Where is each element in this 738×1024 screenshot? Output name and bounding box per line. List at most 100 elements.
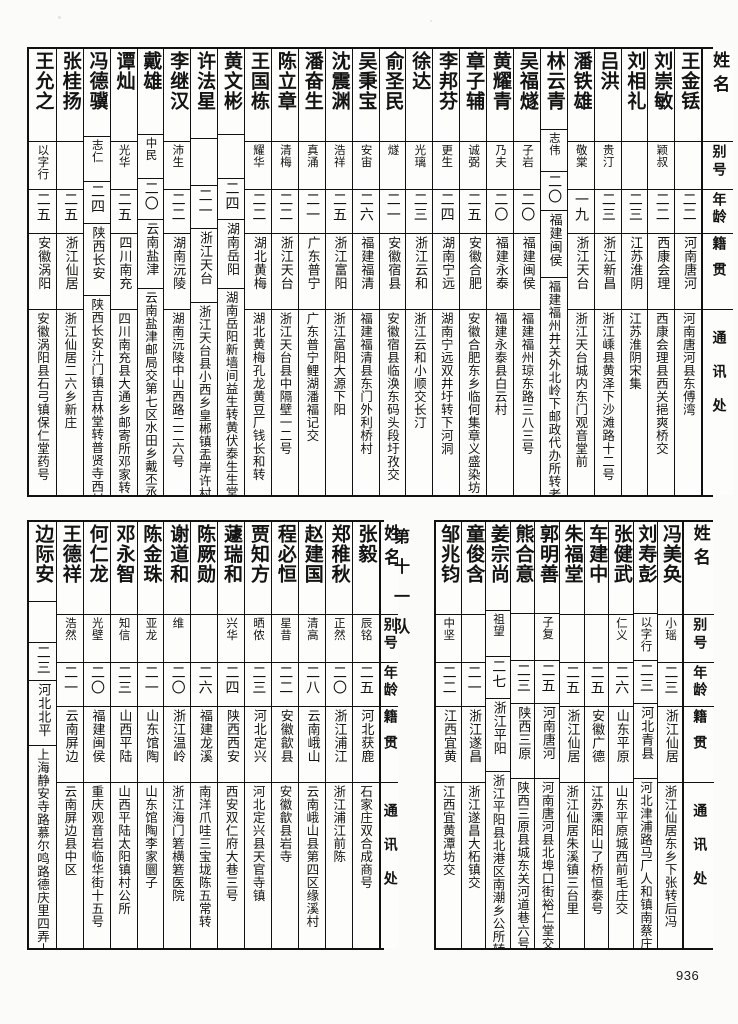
cell-address: 云南盐津邮局交第七区水田乡戴丕丞收 <box>137 288 164 495</box>
cell-age: 二五 <box>110 189 137 233</box>
roster-table-upper: 王允之 以字行 二五 安徽涡阳 安徽涡阳县石弓镇保仁堂药号 张桂扬 二五 浙江仙居 浙江仙居二六… <box>27 47 734 497</box>
cell-native-place: 山东平原 <box>609 706 633 782</box>
roster-column-25: 王允之 以字行 二五 安徽涡阳 安徽涡阳县石弓镇保仁堂药号 <box>29 49 56 495</box>
cell-name: 王允之 <box>29 49 56 141</box>
cell-text: 安徽广德 <box>589 709 605 763</box>
cell-native-place: 陕西长安 <box>83 223 110 295</box>
cell-alias <box>461 614 486 662</box>
cell-alias: 光璃 <box>406 141 433 189</box>
cell-address: 南洋爪哇三宝垅陈五常转 <box>191 782 218 948</box>
cell-address: 西康会理县西关挹爽桥交 <box>648 309 675 495</box>
cell-address: 安徽合肥东乡临何集章义盛染坊 <box>460 309 487 495</box>
cell-text: 边际安 <box>32 524 55 584</box>
cell-age: 二〇 <box>514 189 540 233</box>
cell-name: 蘧瑞和 <box>218 522 244 614</box>
cell-native-place: 安徽涡阳 <box>29 233 56 309</box>
cell-age: 二一 <box>461 662 486 706</box>
cell-text: 辰铭 <box>359 617 374 641</box>
cell-age: 二五 <box>29 189 56 233</box>
cell-text: 陕西三原 <box>515 706 531 761</box>
roster-column-12: 王德祥 浩然 二一 云南屏边 云南屏边县中区 <box>55 522 83 948</box>
cell-alias: 仁义 <box>609 614 633 662</box>
cell-text: 浙江天台城内东门观音堂前 <box>573 312 589 468</box>
cell-text: 广东普宁鲤湖潘福记交 <box>304 312 320 442</box>
cell-text: 浙江仙居 <box>662 709 678 763</box>
cell-address: 江苏淮阴宋集 <box>621 309 648 495</box>
cell-age: 二七 <box>486 655 510 698</box>
cell-age: 二四 <box>433 189 460 233</box>
roster-column-2: 刘崇敏 颖叔 二二 西康会理 西康会理县西关挹爽桥交 <box>647 49 675 495</box>
cell-alias: 祖望 <box>486 609 510 656</box>
cell-text: 浙江海门箬横箬医院 <box>169 785 185 902</box>
cell-name: 俞圣民 <box>380 49 406 141</box>
cell-text: 福建龙溪 <box>197 709 213 763</box>
cell-text: 二二 <box>250 192 267 222</box>
cell-text: 刘寿彭 <box>635 524 658 584</box>
cell-address: 江西宜黄潭坊交 <box>436 782 461 948</box>
cell-text: 湖北黄梅 <box>250 236 266 290</box>
cell-native-place: 浙江浦江 <box>325 706 352 782</box>
cell-age: 二〇 <box>137 177 164 219</box>
row-label-column: 姓名 别号 年龄 籍贯 通讯处 <box>701 49 734 495</box>
cell-native-place: 福建闽侯 <box>540 210 567 276</box>
roster-column-3: 刘相礼 二三 江苏淮阴 江苏淮阴宋集 <box>620 49 648 495</box>
cell-native-place: 安徽歙县 <box>272 706 298 782</box>
cell-text: 安徽涡阳 <box>35 236 51 290</box>
cell-native-place: 浙江温岭 <box>164 706 191 782</box>
cell-text: 李邦芬 <box>436 51 459 111</box>
cell-text: 福建永泰 <box>492 236 508 290</box>
cell-text: 山东平原城西前毛庄交 <box>613 785 629 915</box>
cell-text: 星昔 <box>278 617 293 641</box>
cell-address: 湖北黄梅孔龙黄豆厂钱长和转 <box>245 309 272 495</box>
cell-age: 二一 <box>379 189 406 233</box>
cell-text: 浙江遂昌大柘镇交 <box>465 785 481 889</box>
cell-age: 年龄 <box>683 662 714 706</box>
cell-text: 蘧瑞和 <box>221 524 244 584</box>
cell-text: 南洋爪哇三宝垅陈五常转 <box>196 785 212 928</box>
cell-text: 子岩 <box>520 144 535 168</box>
cell-address: 福建福州井关外北岭下邮政代办所转老坑乡 <box>540 276 567 495</box>
cell-name: 边际安 <box>29 522 56 601</box>
cell-name: 谢道和 <box>164 522 190 614</box>
cell-native-place: 籍贯 <box>703 233 734 309</box>
cell-alias: 以字行 <box>633 612 658 660</box>
roster-column-4: 车建中 二五 安徽广德 江苏溧阳山了桥恒泰号 <box>583 522 609 948</box>
cell-text: 广东普宁 <box>304 236 320 290</box>
cell-text: 二四 <box>223 665 240 695</box>
cell-name: 张桂扬 <box>57 49 83 141</box>
roster-column-5: 潘铁雄 敬棠 一九 浙江天台 浙江天台城内东门观音堂前 <box>566 49 594 495</box>
cell-address: 重庆观音岩临华街十五号 <box>83 782 110 948</box>
cell-text: 安宙 <box>359 144 374 168</box>
cell-text: 以字行 <box>639 615 654 652</box>
cell-alias: 正然 <box>325 614 352 662</box>
cell-age: 二三 <box>245 662 272 706</box>
cell-age: 年龄 <box>703 189 734 233</box>
cell-text: 王金铥 <box>678 51 701 111</box>
cell-text: 福建永泰县白云村 <box>492 312 508 416</box>
roster-column-2: 刘寿彭 以字行 二三 河北青县 河北津浦路马厂人和镇南蔡庄 <box>632 522 658 948</box>
cell-text: 江西宜黄 <box>441 709 457 763</box>
cell-address: 上海静安寺路慕尔鸣路德庆里四弄十一号 <box>29 745 56 948</box>
cell-alias: 清梅 <box>272 141 298 189</box>
cell-text: 河南唐河县北埠口街裕仁堂交 <box>539 780 555 948</box>
cell-text: 徐达 <box>409 51 432 91</box>
roster-column-10: 邓永智 知信 二三 山西平陆 山西平陆太阳镇村公所 <box>109 522 137 948</box>
roster-column-21: 戴雄 中民 二〇 云南盐津 云南盐津邮局交第七区水田乡戴丕丞收 <box>136 49 164 495</box>
page-number: 936 <box>676 968 700 983</box>
cell-alias: 浩祥 <box>325 141 352 189</box>
cell-name: 朱福堂 <box>560 522 584 614</box>
cell-text: 二三 <box>34 645 51 676</box>
cell-text: 二五 <box>62 192 79 222</box>
cell-text: 陕西长安汁门镇吉林堂转普贤寺西村 <box>89 297 105 495</box>
roster-column-4: 程必恒 星昔 二二 安徽歙县 安徽歙县岩寺 <box>271 522 298 948</box>
cell-alias: 维 <box>164 614 191 662</box>
cell-address: 浙江仙居二六乡新庄 <box>56 309 83 495</box>
cell-name: 陈立章 <box>272 49 298 141</box>
cell-name: 童俊含 <box>462 522 485 614</box>
roster-column-19: 许法星 二一 浙江天台 浙江天台县小西乡皇郴镇盂岸许村 <box>190 49 218 495</box>
roster-column-16: 陈立章 清梅 二二 浙江天台 浙江天台县中隔壁一二号 <box>271 49 298 495</box>
cell-name: 沈震渊 <box>326 49 352 141</box>
cell-native-place: 浙江天台 <box>272 233 298 309</box>
cell-text: 二六 <box>357 192 374 222</box>
cell-name: 冯德骥 <box>84 49 110 136</box>
